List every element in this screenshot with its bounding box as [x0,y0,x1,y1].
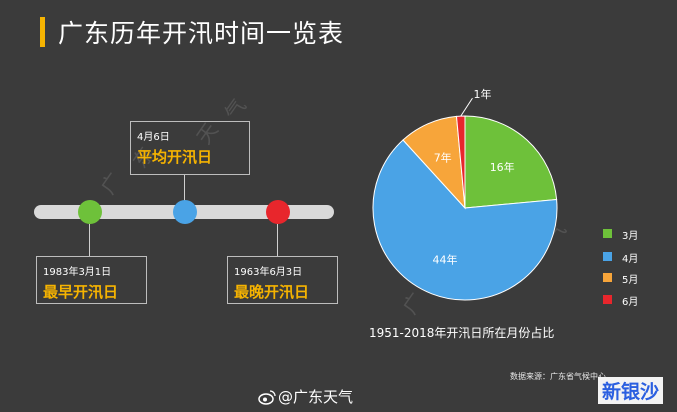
legend-label: 4月 [622,254,639,265]
legend-swatch [603,295,612,304]
earliest-date: 1983年3月1日 [43,267,112,278]
latest-box: 1963年6月3日 最晚开汛日 [227,256,338,304]
chart-caption: 1951-2018年开汛日所在月份占比 [369,326,555,340]
average-dot [173,200,197,224]
timeline-connector [277,224,278,256]
data-source: 数据来源：广东省气候中心 [510,372,606,381]
page-title: 广东历年开汛时间一览表 [58,19,345,48]
slice-value-label: 44年 [433,252,458,266]
legend-swatch [603,229,612,238]
average-date: 4月6日 [137,132,170,143]
slice-value-label: 7年 [434,151,452,165]
latest-dot [266,200,290,224]
watermark-char: 广 [95,168,127,199]
latest-label: 最晚开汛日 [234,283,310,301]
weibo-handle: @广东天气 [278,388,354,406]
legend-label: 5月 [622,275,639,286]
latest-date: 1963年6月3日 [234,267,303,278]
slice-leader-line [460,97,473,117]
average-box: 4月6日 平均开汛日 [130,121,250,175]
timeline-connector [184,175,185,201]
average-label: 平均开汛日 [137,148,213,166]
pie-slice [464,115,558,209]
legend-swatch [603,273,612,282]
timeline-connector [89,224,90,256]
earliest-dot [78,200,102,224]
slice-value-label: 16年 [490,160,515,174]
earliest-label: 最早开汛日 [43,283,119,301]
site-logo: 新银沙 [598,377,664,404]
earliest-box: 1983年3月1日 最早开汛日 [36,256,147,304]
slice-value-label: 1年 [473,87,491,101]
weibo-icon [258,390,276,405]
legend-label: 6月 [622,297,639,308]
pie-chart: 16年 44年 7年 1年 [372,87,558,301]
legend-swatch [603,252,612,261]
title-accent-bar [40,17,45,47]
pie-slice [372,139,558,301]
legend-label: 3月 [622,231,639,242]
